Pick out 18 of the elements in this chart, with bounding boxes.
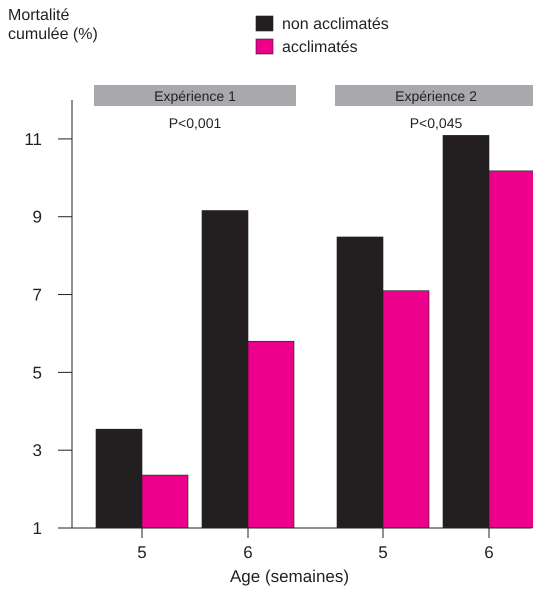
y-tick-label: 1 bbox=[32, 519, 42, 538]
annotation: P<0,045 bbox=[410, 115, 462, 131]
y-tick-label: 5 bbox=[32, 363, 42, 382]
x-tick-label: 5 bbox=[137, 543, 147, 562]
x-tick-label: 5 bbox=[378, 543, 388, 562]
annotation: P<0,001 bbox=[168, 115, 222, 131]
y-axis-title: Mortalité cumulée (%) bbox=[8, 7, 98, 43]
y-tick-label: 9 bbox=[32, 208, 42, 227]
annotation: Expérience 2 bbox=[395, 88, 478, 104]
legend-label: acclimatés bbox=[282, 39, 358, 56]
y-tick-label: 11 bbox=[24, 130, 42, 149]
y-tick-label: 7 bbox=[32, 286, 42, 305]
x-tick-label: 6 bbox=[243, 543, 253, 562]
x-axis-title: Age (semaines) bbox=[230, 567, 350, 586]
annotation: Expérience 1 bbox=[154, 88, 236, 104]
y-tick-label: 3 bbox=[32, 441, 42, 460]
x-tick-label: 6 bbox=[484, 543, 494, 562]
legend-label: non acclimatés bbox=[282, 16, 389, 33]
